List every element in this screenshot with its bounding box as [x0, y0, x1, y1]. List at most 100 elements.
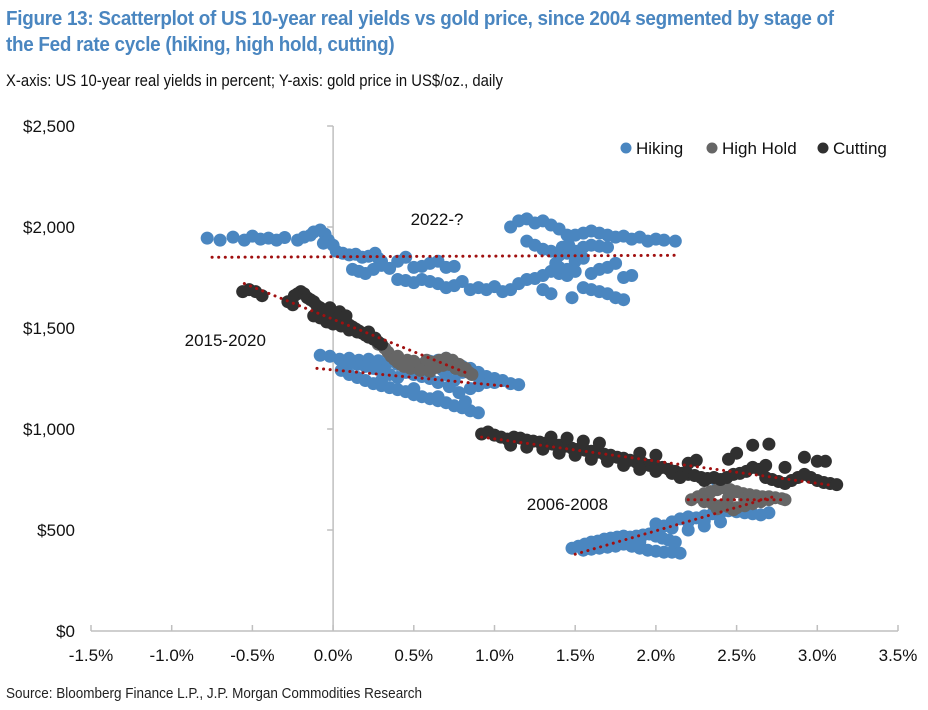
period-annotation: 2006-2008 [527, 495, 608, 514]
data-point [657, 233, 671, 247]
data-point [560, 262, 574, 276]
trend-line [315, 366, 513, 389]
data-point [562, 238, 576, 252]
data-point [633, 446, 647, 460]
legend-label: Cutting [833, 139, 887, 158]
x-tick-label: 3.0% [798, 646, 837, 665]
legend-item: High Hold [706, 139, 797, 158]
data-point [625, 269, 639, 282]
legend-marker-icon [620, 142, 632, 154]
data-point [316, 236, 330, 250]
data-point [407, 354, 421, 368]
legend-marker-icon [706, 142, 718, 154]
data-point [278, 231, 292, 244]
data-point [762, 437, 776, 451]
series-cutting [236, 283, 844, 492]
data-point [213, 233, 227, 247]
data-point [375, 374, 388, 387]
data-point [633, 535, 647, 549]
data-point [560, 431, 574, 445]
data-point [778, 493, 792, 507]
y-tick-label: $2,500 [23, 117, 75, 136]
data-point [778, 460, 792, 474]
trend-lines [210, 253, 835, 556]
figure-subtitle: X-axis: US 10-year real yields in percen… [6, 72, 503, 90]
y-tick-label: $0 [56, 622, 75, 641]
data-point [399, 250, 413, 264]
data-point [413, 363, 427, 377]
x-tick-label: 0.5% [394, 646, 433, 665]
data-point [488, 376, 501, 389]
legend-item: Cutting [817, 139, 887, 158]
data-point [592, 436, 606, 450]
y-tick-label: $1,500 [23, 319, 75, 338]
data-point [649, 464, 663, 478]
axes: -1.5% -1.0% -0.5% 0.0% 0.5% 1.0% 1.5% 2.0% 2.5% 3… [23, 117, 917, 665]
y-tick-label: $2,000 [23, 218, 75, 237]
data-point [697, 474, 711, 487]
data-point [544, 287, 558, 301]
data-point [746, 438, 760, 452]
data-point [738, 493, 752, 507]
data-point [536, 442, 550, 456]
data-point [694, 491, 708, 505]
figure-title: Figure 13: Scatterplot of US 10-year rea… [6, 7, 834, 56]
data-point [323, 301, 337, 315]
data-point [568, 448, 582, 462]
data-point [313, 348, 327, 362]
data-point [710, 502, 724, 516]
x-tick-label: 1.5% [556, 646, 595, 665]
data-point [544, 430, 558, 444]
x-tick-label: 3.5% [879, 646, 918, 665]
x-tick-label: 2.0% [637, 646, 676, 665]
data-point [576, 251, 590, 265]
trend-line [480, 435, 835, 488]
data-point [601, 454, 614, 468]
data-point [668, 234, 682, 248]
data-point [226, 230, 240, 244]
x-tick-label: 0.0% [314, 646, 353, 665]
data-point [633, 462, 647, 476]
period-annotation: 2015-2020 [185, 331, 266, 350]
y-tick-label: $1,000 [23, 420, 75, 439]
annotations: 2022-? 2015-2020 2006-2008 [185, 210, 608, 514]
data-point [668, 535, 682, 549]
data-point [520, 440, 534, 454]
data-point [649, 517, 663, 531]
data-point [601, 240, 614, 254]
legend-label: Hiking [636, 139, 683, 158]
data-point [512, 378, 526, 392]
data-point [565, 291, 579, 305]
data-point [762, 506, 776, 520]
legend: Hiking High Hold Cutting [620, 139, 887, 158]
legend-item: Hiking [620, 139, 683, 158]
data-point [797, 450, 811, 464]
legend-marker-icon [817, 142, 829, 154]
x-tick-label: 2.5% [717, 646, 756, 665]
data-point [673, 546, 687, 560]
data-point [649, 448, 663, 462]
data-point [471, 406, 485, 420]
data-point [286, 298, 300, 312]
data-point [423, 364, 437, 378]
data-point [342, 356, 356, 370]
data-point [609, 256, 623, 270]
data-point [339, 309, 353, 323]
data-point [830, 478, 844, 492]
data-point [200, 231, 214, 245]
trend-line [573, 494, 779, 556]
period-annotation: 2022-? [411, 210, 464, 229]
data-point [584, 452, 598, 466]
data-point [452, 386, 466, 400]
data-point [552, 446, 566, 460]
data-point [455, 275, 469, 288]
data-point [255, 289, 269, 303]
legend-label: High Hold [722, 139, 797, 158]
series-hiking [200, 212, 776, 560]
x-tick-label: 1.0% [475, 646, 514, 665]
data-point [722, 491, 735, 505]
data-point [617, 293, 631, 307]
data-point [722, 452, 735, 466]
data-point [714, 515, 727, 529]
